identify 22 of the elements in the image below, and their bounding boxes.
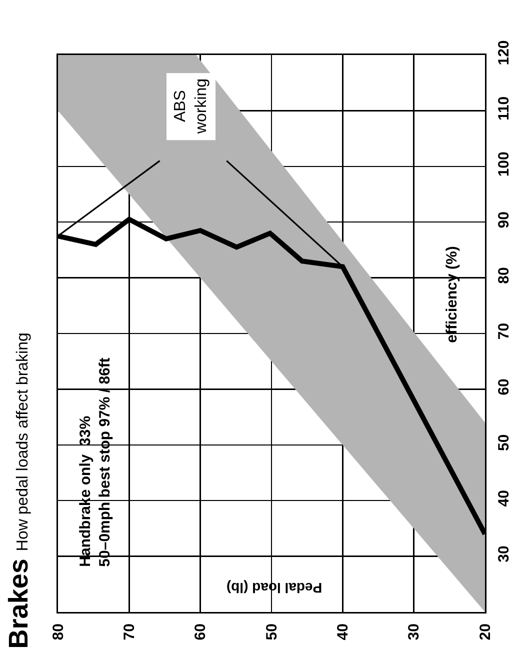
- y-tick-label: 70: [496, 322, 510, 340]
- y-tick-label: 100: [496, 152, 510, 177]
- x-tick-label: 80: [50, 624, 67, 640]
- x-tick-label: 30: [406, 624, 423, 640]
- y-axis-title: efficiency (%): [444, 246, 461, 343]
- y-tick-label: 30: [496, 546, 510, 562]
- x-tick-label: 20: [476, 624, 494, 640]
- text: How pedal loads affect braking: [14, 332, 32, 552]
- text: Brakes: [4, 558, 34, 649]
- y-tick-label: 120: [496, 40, 510, 66]
- x-tick-label: 60: [192, 624, 210, 640]
- y-tick-label: 50: [496, 434, 510, 451]
- x-tick-label: 50: [263, 624, 280, 640]
- y-tick-label: 110: [496, 96, 510, 121]
- x-tick-label: 40: [334, 624, 352, 640]
- x-axis-title: Pedal load (lb): [226, 580, 322, 596]
- y-tick-label: 90: [496, 212, 510, 228]
- y-tick-label: 80: [496, 267, 510, 284]
- y-tick-label: 60: [496, 378, 510, 396]
- x-tick-label: 70: [121, 624, 138, 640]
- y-tick-label: 40: [496, 490, 510, 507]
- annotation: ABS working: [172, 78, 210, 135]
